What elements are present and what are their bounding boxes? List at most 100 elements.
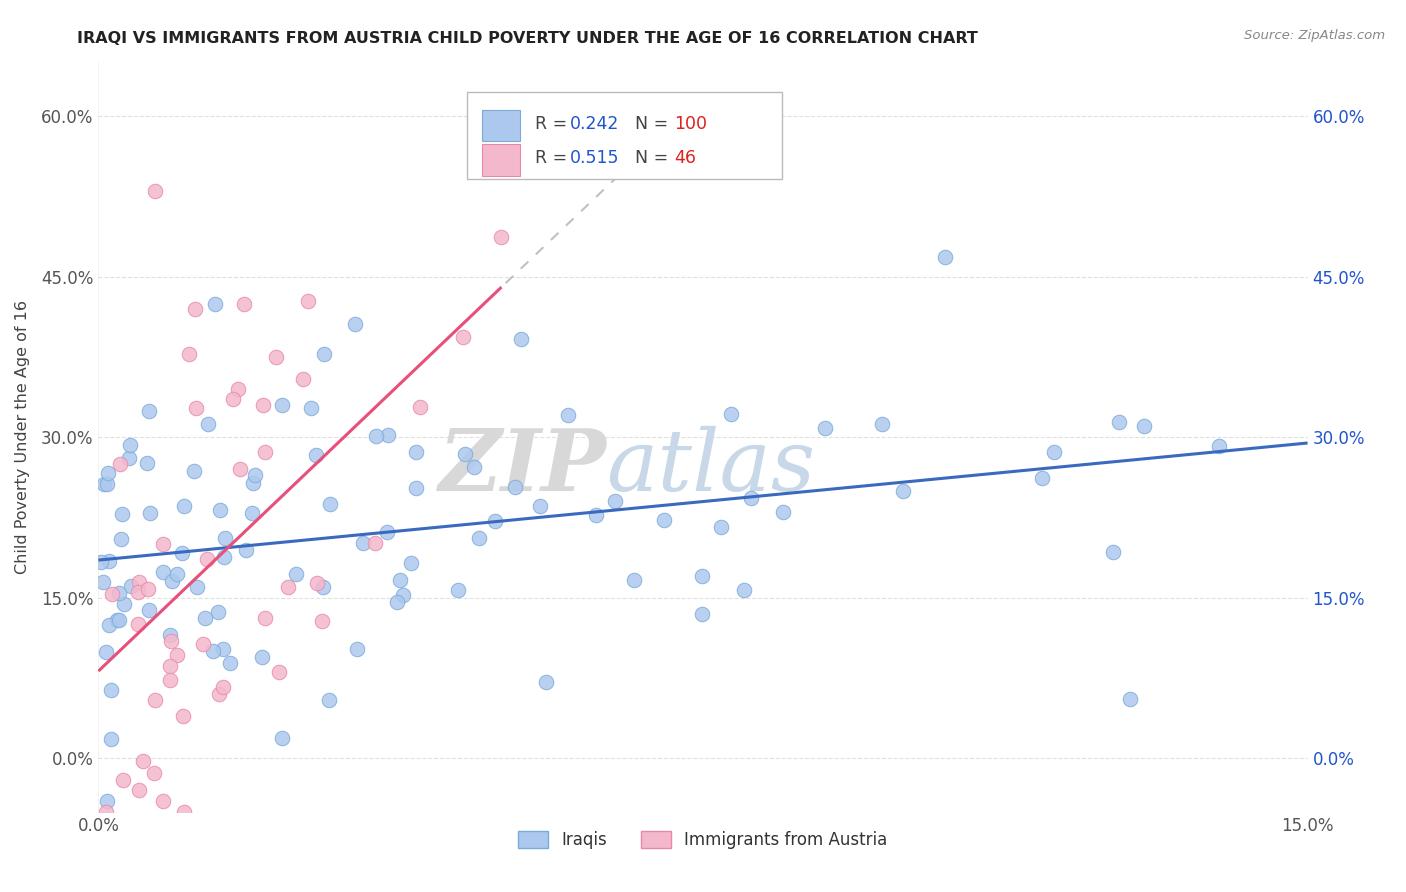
Point xyxy=(159,634,181,648)
Point xyxy=(891,483,914,498)
Point xyxy=(120,438,142,452)
Point xyxy=(447,583,470,598)
Point xyxy=(110,533,132,547)
Point xyxy=(160,574,183,588)
Point xyxy=(194,610,217,624)
Point xyxy=(318,693,340,707)
Point xyxy=(409,400,432,414)
Point xyxy=(108,586,131,600)
Point xyxy=(343,317,366,331)
Point xyxy=(138,506,160,520)
Point xyxy=(195,552,218,566)
Point xyxy=(170,546,193,560)
Text: ZIP: ZIP xyxy=(439,425,606,508)
Point xyxy=(267,665,290,679)
Point xyxy=(222,392,245,406)
Point xyxy=(399,556,422,570)
Point xyxy=(297,293,319,308)
Point xyxy=(299,401,322,415)
Point xyxy=(772,505,794,519)
Point xyxy=(183,464,205,478)
Point xyxy=(240,507,263,521)
Point xyxy=(229,462,252,476)
Point xyxy=(733,582,755,597)
Point xyxy=(138,404,160,418)
Point xyxy=(100,683,122,698)
Point xyxy=(453,330,475,344)
Point xyxy=(132,754,155,768)
Point xyxy=(145,693,167,707)
Text: 0.242: 0.242 xyxy=(569,115,620,133)
Point xyxy=(284,567,307,582)
Text: 100: 100 xyxy=(673,115,707,133)
Point xyxy=(243,467,266,482)
Point xyxy=(201,644,224,658)
Point xyxy=(710,520,733,534)
Point xyxy=(366,428,388,442)
Point xyxy=(505,480,527,494)
Legend: Iraqis, Immigrants from Austria: Iraqis, Immigrants from Austria xyxy=(512,824,894,855)
Point xyxy=(463,460,485,475)
Point xyxy=(100,731,122,746)
Point xyxy=(172,709,194,723)
Point xyxy=(1102,545,1125,559)
Point xyxy=(184,301,207,316)
Point xyxy=(1119,692,1142,706)
Point xyxy=(277,580,299,594)
Text: 46: 46 xyxy=(673,149,696,168)
Point xyxy=(219,656,242,670)
Point xyxy=(491,230,513,244)
Point xyxy=(375,524,398,539)
Point xyxy=(377,428,399,442)
Point xyxy=(305,575,328,590)
Point xyxy=(252,398,274,412)
Point xyxy=(405,481,427,495)
Point xyxy=(652,513,675,527)
Text: N =: N = xyxy=(636,115,673,133)
Point xyxy=(385,595,408,609)
Point xyxy=(135,456,157,470)
Point xyxy=(143,766,166,780)
Point xyxy=(557,408,579,422)
Point xyxy=(453,447,475,461)
Point xyxy=(254,611,277,625)
Point xyxy=(305,448,328,462)
Point xyxy=(152,566,174,580)
Text: N =: N = xyxy=(636,149,673,168)
Point xyxy=(118,450,141,465)
Point xyxy=(209,503,232,517)
Point xyxy=(159,658,181,673)
Point xyxy=(159,628,181,642)
Point xyxy=(207,605,229,619)
Point xyxy=(870,417,893,431)
Point xyxy=(484,514,506,528)
Point xyxy=(112,597,135,611)
Point xyxy=(152,536,174,550)
Point xyxy=(96,476,118,491)
Point xyxy=(107,613,129,627)
Text: 0.515: 0.515 xyxy=(569,149,620,168)
Point xyxy=(108,457,131,471)
Point xyxy=(389,573,412,587)
Point xyxy=(720,407,742,421)
Point xyxy=(312,346,335,360)
Point xyxy=(271,731,294,745)
Point xyxy=(405,445,427,459)
FancyBboxPatch shape xyxy=(482,110,520,141)
Point xyxy=(152,794,174,808)
Point xyxy=(242,476,264,491)
Point xyxy=(159,673,181,688)
FancyBboxPatch shape xyxy=(467,93,782,178)
Point xyxy=(1031,471,1053,485)
Point xyxy=(214,531,236,545)
FancyBboxPatch shape xyxy=(482,145,520,176)
Point xyxy=(352,536,374,550)
Point xyxy=(467,531,489,545)
Point xyxy=(204,297,226,311)
Point xyxy=(312,580,335,594)
Point xyxy=(166,648,188,663)
Point xyxy=(127,616,149,631)
Point xyxy=(105,613,128,627)
Point xyxy=(319,497,342,511)
Point xyxy=(252,649,274,664)
